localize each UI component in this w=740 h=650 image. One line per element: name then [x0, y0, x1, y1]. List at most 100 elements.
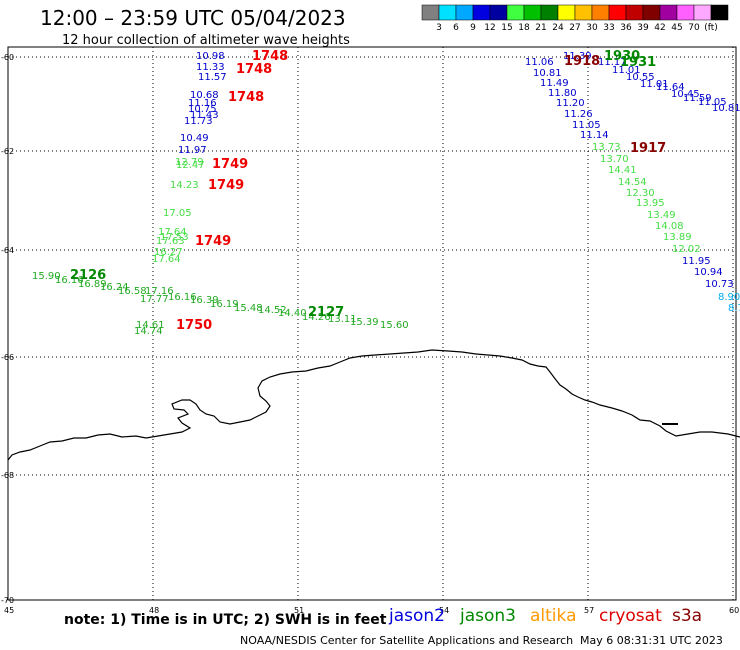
swh-value: 17.05 — [163, 208, 192, 219]
color-scale-label: 18 — [518, 23, 530, 33]
color-scale-label: 12 — [484, 23, 495, 33]
swh-value: 10.81 — [533, 68, 562, 79]
legend-s3a: s3a — [672, 606, 703, 626]
swh-value: 11.64 — [656, 82, 685, 93]
color-scale-label: 27 — [569, 23, 580, 33]
pass-time-label: 2127 — [308, 305, 344, 320]
swh-value: 11.16 — [188, 98, 217, 109]
longitude-label: 60 — [729, 606, 739, 615]
swh-value: 11.17 — [598, 57, 627, 68]
pass-time-label: 1931 — [620, 55, 656, 70]
color-scale-label: 45 — [671, 23, 682, 33]
swh-value: 16.16 — [168, 292, 197, 303]
pass-time-label: 1750 — [176, 318, 212, 333]
swh-value: 10.45 — [671, 89, 700, 100]
swh-value: 14.40 — [278, 308, 307, 319]
latitude-label: -66 — [1, 353, 14, 362]
swh-value: 11.95 — [682, 256, 711, 267]
swh-value: 12.47 — [176, 160, 205, 171]
color-scale-label: 33 — [603, 23, 614, 33]
color-scale-swatch — [489, 4, 508, 21]
pass-time-label: 1917 — [630, 141, 666, 156]
swh-value: 14.52 — [258, 305, 287, 316]
pass-time-label: 1748 — [236, 62, 272, 77]
swh-value: 16.16 — [55, 275, 84, 286]
pass-time-label: 1930 — [604, 49, 640, 64]
swh-value: 11.39 — [563, 51, 592, 62]
swh-value: 11.06 — [525, 57, 554, 68]
swh-value: 13.49 — [647, 210, 676, 221]
swh-value: 12.02 — [672, 244, 701, 255]
pass-time-label: 2126 — [70, 268, 106, 283]
swh-value: 13.70 — [600, 154, 629, 165]
color-scale-swatch — [574, 4, 593, 21]
swh-value: 11.43 — [190, 110, 219, 121]
latitude-label: -68 — [1, 471, 14, 480]
color-scale-swatch — [421, 4, 440, 21]
color-scale-swatch — [540, 4, 559, 21]
color-scale-label: 3 — [436, 23, 442, 33]
swh-value: 14.26 — [302, 312, 331, 323]
swh-value: 17.64 — [152, 254, 181, 265]
swh-value: 11.01 — [640, 79, 669, 90]
swh-value: 11.14 — [580, 130, 609, 141]
color-scale-label: 39 — [637, 23, 649, 33]
color-scale-swatch — [506, 4, 525, 21]
swh-value: 11.80 — [548, 88, 577, 99]
swh-value: 10.75 — [188, 104, 217, 115]
swh-value: 14.08 — [655, 221, 684, 232]
swh-value: 11.05 — [698, 97, 727, 108]
color-scale-swatch — [438, 4, 457, 21]
swh-value: 11.05 — [572, 120, 601, 131]
legend-altika: altika — [530, 606, 577, 626]
swh-value: 10.98 — [196, 51, 225, 62]
color-scale-label: 36 — [620, 23, 632, 33]
swh-value: 10.55 — [626, 72, 655, 83]
pass-time-label: 1748 — [252, 49, 288, 64]
map-subtitle: 12 hour collection of altimeter wave hei… — [62, 33, 350, 48]
latitude-label: -64 — [1, 246, 14, 255]
pass-time-label: 1749 — [195, 234, 231, 249]
color-scale-label: 15 — [501, 23, 512, 33]
footnote: note: 1) Time is in UTC; 2) SWH is in fe… — [64, 612, 387, 628]
time-labels: 1748174817481749174917491750212621271930… — [70, 49, 666, 333]
swh-value: 16.27 — [154, 247, 183, 258]
swh-value: 14.41 — [608, 165, 637, 176]
color-scale-label: 30 — [586, 23, 598, 33]
color-scale-bar: 3 6 9 12 15 18 21 24 27 30 33 36 39 42 45 70 (ft) — [421, 4, 729, 33]
swh-value: 16.24 — [100, 282, 129, 293]
latitude-label: -60 — [1, 53, 14, 62]
swh-value: 10.49 — [180, 133, 209, 144]
swh-value: 13.89 — [663, 232, 692, 243]
color-scale-label: 70 — [688, 23, 700, 33]
antarctic-coastline-icon — [7, 349, 740, 461]
swh-value: 17.16 — [145, 286, 174, 297]
swh-value: 17.64 — [158, 227, 187, 238]
swh-value: 13.95 — [636, 198, 665, 209]
pass-time-label: 1749 — [212, 157, 248, 172]
swh-value: 15.90 — [32, 271, 61, 282]
color-scale-label: 24 — [552, 23, 564, 33]
swh-value: 10.94 — [694, 267, 723, 278]
legend-cryosat: cryosat — [599, 606, 662, 626]
color-scale-swatch — [642, 4, 661, 21]
swh-value: 15.39 — [350, 317, 379, 328]
swh-value: 17.53 — [160, 232, 189, 243]
latitude-label: -70 — [1, 596, 14, 605]
color-scale-label: 9 — [470, 23, 476, 33]
color-scale-swatch — [557, 4, 576, 21]
color-scale-label: 21 — [535, 23, 546, 33]
swh-value: 10.68 — [190, 90, 219, 101]
map-title: 12:00 – 23:59 UTC 05/04/2023 — [40, 6, 346, 30]
swh-value: 14.54 — [618, 177, 647, 188]
swh-value: 16.89 — [78, 279, 107, 290]
swh-value: 12.30 — [626, 188, 655, 199]
color-scale-label: (ft) — [704, 23, 718, 33]
swh-value: 15.60 — [380, 320, 409, 331]
color-scale-label: 6 — [453, 23, 459, 33]
swh-value: 11.26 — [564, 109, 593, 120]
swh-value: 13.73 — [592, 142, 621, 153]
